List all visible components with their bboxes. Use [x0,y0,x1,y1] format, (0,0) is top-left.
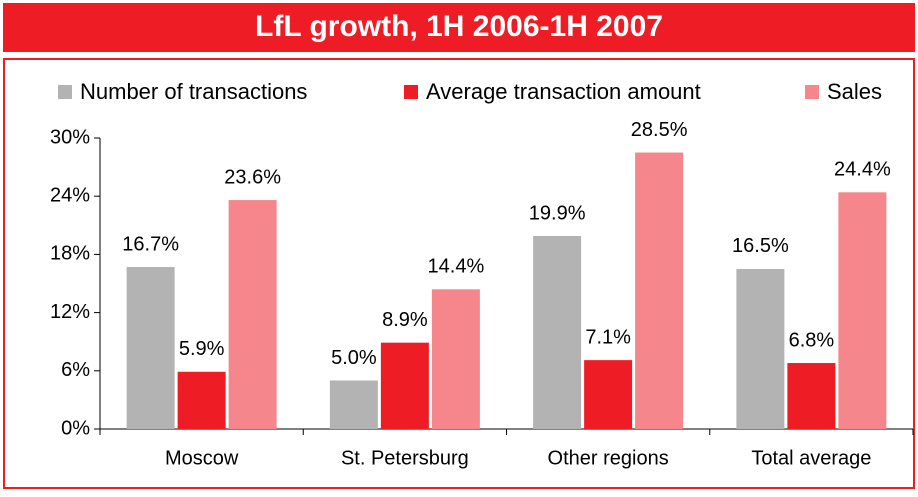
legend-label: Sales [827,79,882,104]
bar [533,235,582,429]
bar [584,360,633,429]
bar [736,268,785,429]
data-label: 6.8% [789,329,835,351]
data-label: 7.1% [585,326,631,348]
data-label: 5.0% [331,347,377,369]
y-tick-label: 18% [50,243,90,265]
data-label: 8.9% [382,309,428,331]
x-tick-label: St. Petersburg [341,447,469,469]
data-label: 24.4% [834,159,891,181]
legend-swatch [805,85,819,99]
data-label: 28.5% [631,119,688,141]
y-tick-label: 12% [50,301,90,323]
legend-swatch [404,85,418,99]
bar [431,289,480,429]
bar [126,267,175,429]
data-label: 16.5% [732,235,789,257]
chart-title: LfL growth, 1H 2006-1H 2007 [255,10,663,43]
bar [228,200,277,429]
legend-label: Number of transactions [80,79,307,104]
chart-frame [3,58,915,489]
data-label: 14.4% [428,256,485,278]
bar [838,192,887,429]
y-tick-label: 6% [61,359,90,381]
legend-swatch [58,85,72,99]
x-tick-label: Other regions [548,447,669,469]
legend-label: Average transaction amount [426,79,701,104]
data-label: 19.9% [529,202,586,224]
bar [380,342,429,429]
data-label: 23.6% [224,166,281,188]
y-tick-label: 0% [61,417,90,439]
bar [329,380,378,429]
bar [635,152,684,430]
bar [787,363,836,429]
data-label: 16.7% [122,233,179,255]
title-banner [3,3,915,52]
y-tick-label: 30% [50,126,90,148]
data-label: 5.9% [179,338,225,360]
x-tick-label: Total average [751,447,871,469]
x-tick-label: Moscow [165,447,239,469]
bar [177,371,226,429]
y-tick-label: 24% [50,184,90,206]
